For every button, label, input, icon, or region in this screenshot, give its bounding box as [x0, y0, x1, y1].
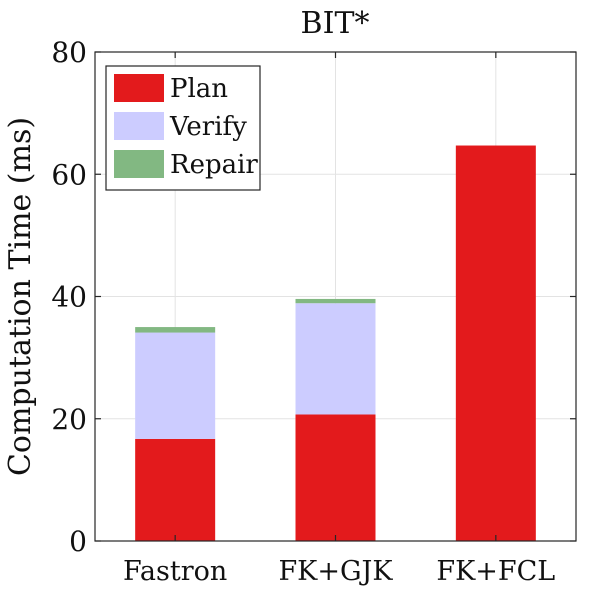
x-tick-label: FK+GJK	[278, 556, 393, 587]
y-tick-label: 0	[69, 525, 87, 558]
x-tick-label: FK+FCL	[436, 556, 555, 587]
legend: Plan Verify Repair	[105, 65, 261, 191]
bar-repair-fastron	[135, 327, 216, 333]
bar-verify-fastron	[135, 332, 216, 439]
tick-labels: 0 20 40 60 80 Fastron FK+GJK FK+FCL	[51, 36, 555, 587]
legend-swatch	[114, 74, 164, 102]
legend-label: Plan	[170, 74, 228, 104]
legend-swatch	[114, 112, 164, 140]
bars	[135, 145, 536, 542]
bar-plan-fk-gjk	[295, 414, 376, 541]
y-tick-label: 80	[51, 36, 87, 69]
x-tick-label: Fastron	[123, 556, 227, 587]
legend-label: Verify	[169, 112, 247, 142]
bar-repair-fk-gjk	[295, 298, 376, 304]
bar-plan-fk-fcl	[455, 145, 536, 542]
y-axis-label: Computation Time (ms)	[3, 117, 38, 476]
bar-plan-fastron	[135, 438, 216, 541]
y-tick-label: 40	[51, 281, 87, 314]
legend-label: Repair	[170, 150, 258, 180]
y-tick-label: 20	[51, 403, 87, 436]
axes	[94, 51, 577, 542]
y-tick-label: 60	[51, 158, 87, 191]
chart-title: BIT*	[301, 6, 370, 41]
legend-swatch	[114, 150, 164, 178]
bar-verify-fk-gjk	[295, 303, 376, 415]
